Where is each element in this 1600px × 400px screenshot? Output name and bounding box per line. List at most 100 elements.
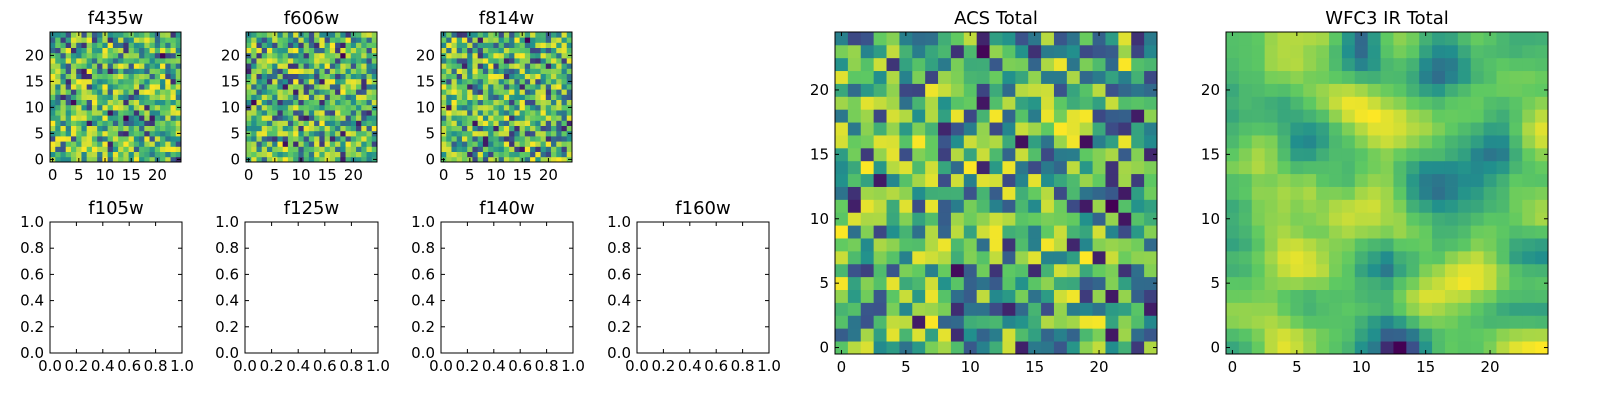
heatmap-cell bbox=[847, 83, 862, 97]
heatmap-cell bbox=[133, 151, 140, 158]
heatmap-cell bbox=[102, 78, 109, 85]
heatmap-cell bbox=[133, 115, 140, 121]
heatmap-cell bbox=[1015, 263, 1029, 278]
heatmap-cell bbox=[144, 68, 150, 74]
heatmap-cell bbox=[356, 63, 362, 69]
heatmap-cell bbox=[530, 110, 536, 116]
heatmap-cell bbox=[950, 289, 965, 303]
heatmap-cell bbox=[81, 120, 88, 126]
heatmap-cell bbox=[282, 68, 289, 74]
heatmap-cell bbox=[340, 37, 346, 43]
heatmap-cell bbox=[350, 37, 357, 43]
heatmap-cells bbox=[441, 32, 573, 163]
heatmap-cell bbox=[314, 94, 320, 100]
heatmap-cell bbox=[81, 104, 88, 111]
heatmap-cell bbox=[950, 225, 965, 239]
heatmap-cell bbox=[335, 115, 341, 121]
heatmap-cell bbox=[493, 125, 500, 132]
heatmap-cell bbox=[1002, 109, 1016, 123]
heatmap-cell bbox=[524, 146, 531, 152]
heatmap-cell bbox=[160, 63, 166, 69]
heatmap-cell bbox=[356, 58, 362, 64]
heatmap-cell bbox=[272, 110, 278, 116]
heatmap-cell bbox=[1444, 122, 1459, 136]
y-tick-label: 0.8 bbox=[607, 239, 631, 257]
heatmap-cell bbox=[1432, 44, 1446, 59]
heatmap-cell bbox=[1406, 315, 1420, 329]
heatmap-cell bbox=[118, 151, 124, 158]
heatmap-cell bbox=[60, 89, 67, 95]
heatmap-cell bbox=[272, 115, 278, 121]
heatmap-cell bbox=[530, 151, 536, 158]
heatmap-cell bbox=[314, 63, 320, 69]
y-tick-label: 15 bbox=[1201, 145, 1220, 163]
heatmap-cell bbox=[514, 99, 520, 106]
heatmap-cell bbox=[86, 99, 93, 106]
heatmap-cell bbox=[350, 89, 357, 95]
heatmap-cell bbox=[847, 109, 862, 123]
heatmap-cell bbox=[1444, 70, 1459, 84]
heatmap-cell bbox=[566, 136, 573, 142]
heatmap-cell bbox=[170, 68, 177, 74]
y-tick-label: 5 bbox=[230, 124, 240, 142]
heatmap-cell bbox=[509, 125, 515, 132]
heatmap-cell bbox=[335, 120, 341, 126]
heatmap-cell bbox=[461, 120, 468, 126]
panel-title: ACS Total bbox=[954, 8, 1038, 29]
heatmap-cell bbox=[535, 110, 541, 116]
heatmap-cell bbox=[1329, 96, 1343, 110]
heatmap-cell bbox=[1470, 328, 1484, 342]
heatmap-cell bbox=[1105, 302, 1119, 316]
heatmap-cell bbox=[1509, 289, 1523, 303]
heatmap-cell bbox=[366, 104, 373, 111]
heatmap-cell bbox=[287, 52, 294, 59]
heatmap-cell bbox=[1354, 57, 1369, 72]
heatmap-cell bbox=[139, 120, 145, 126]
heatmap-cell bbox=[1406, 341, 1420, 355]
heatmap-cell bbox=[441, 42, 447, 48]
heatmap-cell bbox=[1483, 57, 1497, 72]
heatmap-cell bbox=[298, 141, 305, 147]
heatmap-cell bbox=[545, 136, 552, 142]
heatmap-cell bbox=[60, 115, 67, 121]
heatmap-cell bbox=[118, 146, 124, 152]
heatmap-cell bbox=[1092, 186, 1106, 200]
heatmap-cell bbox=[361, 94, 367, 100]
heatmap-cell bbox=[60, 141, 67, 147]
heatmap-cell bbox=[1406, 199, 1420, 213]
heatmap-cell bbox=[1251, 276, 1266, 290]
heatmap-cell bbox=[477, 115, 484, 121]
heatmap-cell bbox=[356, 32, 362, 38]
heatmap-cell bbox=[324, 37, 331, 43]
heatmap-cell bbox=[1380, 225, 1394, 239]
heatmap-cell bbox=[456, 89, 463, 95]
heatmap-cell bbox=[1226, 263, 1240, 278]
y-tick-label: 0.6 bbox=[20, 265, 44, 283]
heatmap-cell bbox=[925, 135, 939, 149]
heatmap-cell bbox=[1251, 315, 1266, 329]
heatmap-cell bbox=[1264, 109, 1278, 123]
heatmap-cell bbox=[1341, 57, 1356, 72]
heatmap-cell bbox=[835, 186, 849, 200]
heatmap-cell bbox=[1393, 44, 1407, 59]
heatmap-cell bbox=[1251, 302, 1266, 316]
heatmap-cell bbox=[1483, 250, 1497, 265]
heatmap-cell bbox=[514, 52, 520, 59]
heatmap-cell bbox=[86, 58, 93, 64]
heatmap-cell bbox=[461, 58, 468, 64]
heatmap-cell bbox=[1329, 32, 1343, 46]
heatmap-cell bbox=[1316, 70, 1330, 84]
heatmap-cell bbox=[60, 42, 67, 48]
heatmap-cell bbox=[860, 225, 875, 239]
heatmap-cell bbox=[76, 136, 82, 142]
heatmap-cell bbox=[873, 199, 887, 213]
heatmap-cell bbox=[566, 73, 573, 80]
heatmap-cell bbox=[1496, 83, 1510, 97]
heatmap-cell bbox=[1496, 328, 1510, 342]
heatmap-cell bbox=[519, 52, 526, 59]
heatmap-cell bbox=[1131, 302, 1145, 316]
heatmap-cell bbox=[1264, 147, 1278, 162]
heatmap-cell bbox=[963, 276, 978, 290]
heatmap-cell bbox=[277, 125, 284, 132]
heatmap-cell bbox=[467, 37, 473, 43]
